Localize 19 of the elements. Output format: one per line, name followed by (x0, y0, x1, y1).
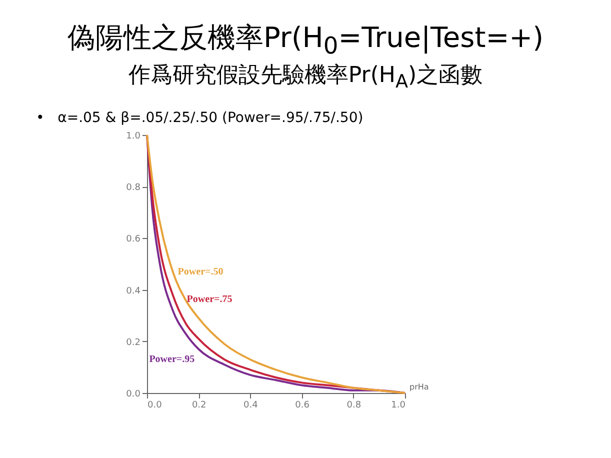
y-tick-label: 0.0 (126, 389, 141, 400)
y-tick-label: 1.0 (126, 131, 141, 142)
x-tick-label: 0.2 (192, 400, 206, 410)
text: • α=.05 & β=.05/.25/.50 (Power=.95/.75/.50) (36, 110, 364, 126)
x-tick-label: 0.0 (148, 400, 162, 410)
series-label: Power=.50 (178, 266, 224, 278)
x-tick-label: 1.0 (391, 400, 406, 410)
chart-subtitle: 作爲研究假設先驗機率Pr(H$_{A}$)之函數 (127, 62, 484, 94)
y-tick-label: 0.6 (126, 234, 141, 245)
chart-title: 偽陽性之反機率Pr(H$_{0}$=True|Test=+) (66, 21, 545, 62)
x-tick-label: 0.8 (346, 400, 362, 410)
series-label: Power=.75 (186, 294, 232, 305)
x-tick-label: 0.4 (244, 400, 258, 410)
y-tick-label: 0.8 (126, 183, 141, 194)
y-tick-label: 0.4 (126, 286, 141, 296)
y-tick-label: 0.2 (126, 338, 140, 348)
x-tick-label: 0.6 (295, 400, 310, 410)
series-label: Power=.95 (149, 354, 195, 366)
x-axis-title: prHa (410, 382, 429, 392)
